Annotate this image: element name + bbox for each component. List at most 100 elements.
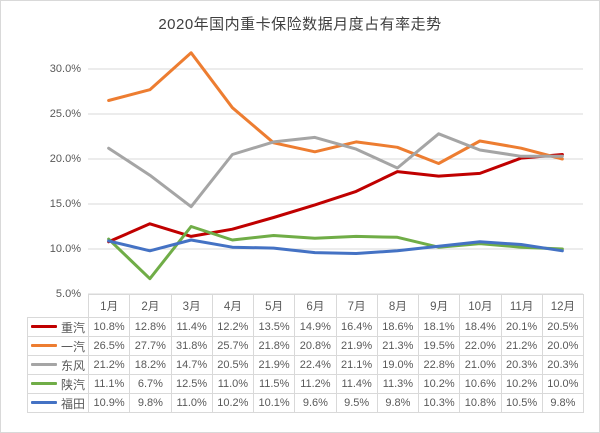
series-line-一汽 [107,51,564,165]
value-cell: 10.1% [252,393,296,413]
chart-title: 2020年国内重卡保险数据月度占有率走势 [158,16,442,33]
value-cell: 21.2% [87,355,131,375]
value-cell: 31.8% [170,336,213,356]
series-line-陕汽 [107,225,564,281]
value-cell: 9.8% [541,393,585,413]
series-color-swatch-icon [30,362,57,366]
series-legend-cell: 东风 [27,355,89,375]
value-cell: 12.5% [170,374,213,394]
value-cell: 10.8% [459,393,502,413]
table-row-东风: 东风 21.2% 18.2% 14.7% 20.5% 21.9% 22.4% 21.1% 19.… [27,355,585,375]
value-cell: 11.2% [294,374,337,394]
value-cell: 14.7% [170,355,213,375]
value-cell: 21.3% [376,336,420,356]
month-header: 3月 [170,294,213,318]
chart-data-table: 1月 2月 3月 4月 5月 6月 7月 8月 9月 10月 11月 12月 重汽 10.8% 12.8% 1… [27,294,585,413]
series-name: 东风 [60,358,85,373]
table-corner-cell [28,295,89,318]
value-cell: 10.9% [87,393,131,413]
series-line-福田 [107,238,564,255]
value-cell: 11.1% [87,374,131,394]
value-cell: 10.2% [417,374,461,394]
line-chart-plot [88,51,583,295]
month-header: 4月 [211,294,255,318]
value-cell: 9.8% [129,393,172,413]
value-cell: 10.2% [500,374,543,394]
series-legend-cell: 陕汽 [27,374,89,394]
month-header: 9月 [417,294,461,318]
series-line-重汽 [107,153,564,244]
value-cell: 11.5% [252,374,296,394]
month-header: 12月 [541,294,585,318]
value-cell: 21.0% [459,355,502,375]
value-cell: 20.3% [500,355,543,375]
value-cell: 22.8% [417,355,461,375]
value-cell: 12.8% [129,317,172,337]
value-cell: 12.2% [211,317,255,337]
series-name: 一汽 [60,339,85,354]
value-cell: 21.2% [500,336,543,356]
y-axis-tick-label: 30.0% [49,63,81,75]
value-cell: 20.3% [541,355,585,375]
value-cell: 21.9% [335,336,378,356]
table-row-陕汽: 陕汽 11.1% 6.7% 12.5% 11.0% 11.5% 11.2% 11.4% 11.3… [27,374,585,394]
value-cell: 6.7% [129,374,172,394]
value-cell: 25.7% [211,336,255,356]
y-axis-tick-label: 5.0% [55,288,81,300]
month-header: 7月 [335,294,378,318]
value-cell: 10.8% [87,317,131,337]
month-header: 5月 [252,294,296,318]
value-cell: 20.0% [541,336,585,356]
value-cell: 11.3% [376,374,420,394]
month-header: 11月 [500,294,543,318]
table-row-福田: 福田 10.9% 9.8% 11.0% 10.2% 10.1% 9.6% 9.5% 9.8% 10… [27,393,585,413]
value-cell: 10.5% [500,393,543,413]
value-cell: 19.0% [376,355,420,375]
value-cell: 21.9% [252,355,296,375]
series-color-swatch-icon [30,343,57,347]
series-legend-cell: 一汽 [27,336,89,356]
value-cell: 18.4% [459,317,502,337]
value-cell: 22.4% [294,355,337,375]
series-color-swatch-icon [30,324,57,328]
value-cell: 21.1% [335,355,378,375]
value-cell: 10.6% [459,374,502,394]
value-cell: 20.8% [294,336,337,356]
series-name: 重汽 [60,320,85,335]
series-legend-cell: 重汽 [27,317,89,337]
table-row-一汽: 一汽 26.5% 27.7% 31.8% 25.7% 21.8% 20.8% 21.9% 21.… [27,336,585,356]
value-cell: 16.4% [335,317,378,337]
month-header: 8月 [376,294,420,318]
y-axis-tick-label: 10.0% [49,243,81,255]
value-cell: 22.0% [459,336,502,356]
value-cell: 26.5% [87,336,131,356]
series-color-swatch-icon [30,400,57,404]
value-cell: 14.9% [294,317,337,337]
month-header: 6月 [294,294,337,318]
value-cell: 18.1% [417,317,461,337]
series-name: 陕汽 [60,377,85,392]
value-cell: 19.5% [417,336,461,356]
value-cell: 27.7% [129,336,172,356]
value-cell: 10.0% [541,374,585,394]
value-cell: 11.0% [211,374,255,394]
table-row-重汽: 重汽 10.8% 12.8% 11.4% 12.2% 13.5% 14.9% 16.4% 18.… [27,317,585,337]
y-axis-tick-label: 25.0% [49,108,81,120]
value-cell: 21.8% [252,336,296,356]
value-cell: 18.2% [129,355,172,375]
month-header: 10月 [459,294,502,318]
value-cell: 11.4% [170,317,213,337]
value-cell: 11.0% [170,393,213,413]
series-color-swatch-icon [30,381,57,385]
series-line-东风 [107,132,564,209]
y-axis-tick-label: 15.0% [49,198,81,210]
y-axis-tick-label: 20.0% [49,153,81,165]
value-cell: 13.5% [252,317,296,337]
value-cell: 10.2% [211,393,255,413]
series-legend-cell: 福田 [27,393,89,413]
value-cell: 18.6% [376,317,420,337]
value-cell: 20.5% [211,355,255,375]
month-header: 1月 [87,294,131,318]
value-cell: 9.6% [294,393,337,413]
